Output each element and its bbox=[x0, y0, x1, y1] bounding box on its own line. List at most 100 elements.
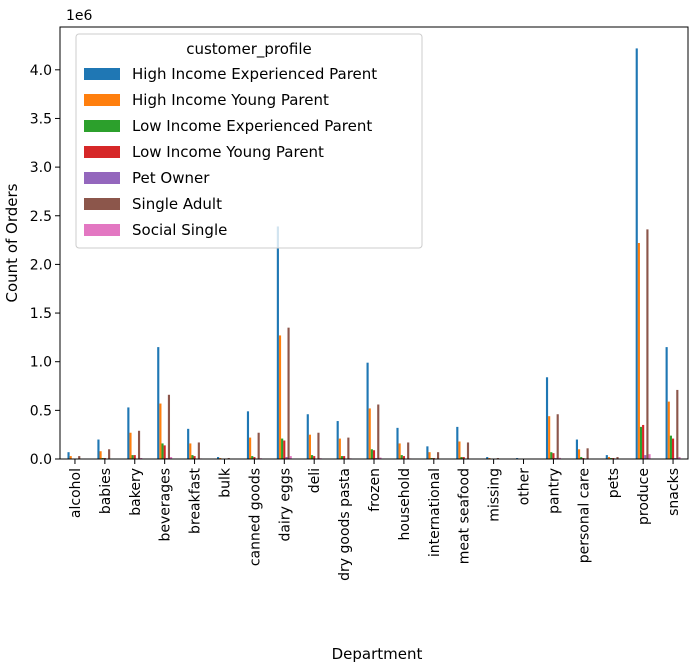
bar bbox=[108, 449, 111, 459]
plot-frame bbox=[59, 26, 689, 460]
x-axis-ticks: alcohol babies bakery beverages breakfast bul… bbox=[68, 459, 682, 581]
bar bbox=[97, 439, 100, 459]
bar bbox=[285, 457, 288, 459]
bar bbox=[276, 226, 279, 459]
legend-label: Low Income Young Parent bbox=[132, 143, 324, 161]
x-tick-label: international bbox=[427, 468, 443, 557]
bar bbox=[370, 449, 373, 459]
bar bbox=[616, 457, 619, 459]
bar bbox=[289, 456, 292, 459]
bar bbox=[407, 442, 410, 459]
x-tick-label: dry goods pasta bbox=[337, 468, 353, 581]
y-tick-label: 3.5 bbox=[30, 111, 52, 127]
bar bbox=[306, 414, 309, 459]
bar bbox=[379, 457, 382, 459]
bar bbox=[343, 456, 346, 459]
x-tick-label: missing bbox=[487, 468, 503, 522]
bar bbox=[137, 430, 141, 459]
x-tick-label: meat seafood bbox=[457, 468, 473, 564]
bar bbox=[159, 403, 162, 459]
bar bbox=[99, 451, 102, 459]
bar bbox=[605, 455, 608, 459]
bar bbox=[607, 457, 611, 459]
bar bbox=[466, 442, 470, 459]
bar bbox=[575, 439, 578, 459]
bar bbox=[678, 457, 681, 459]
x-tick-label: household bbox=[397, 468, 413, 540]
bar bbox=[548, 416, 551, 459]
bar bbox=[552, 453, 555, 459]
legend-title: customer_profile bbox=[186, 40, 312, 59]
bar bbox=[127, 407, 130, 459]
y-multiplier-label: 1e6 bbox=[66, 8, 93, 24]
bar bbox=[456, 426, 459, 459]
bar bbox=[167, 394, 171, 459]
bar bbox=[372, 450, 376, 459]
y-tick-label: 1.0 bbox=[30, 355, 52, 371]
bar bbox=[189, 443, 192, 459]
bar bbox=[462, 457, 465, 459]
x-tick-label: deli bbox=[307, 468, 323, 493]
x-tick-label: personal care bbox=[576, 468, 592, 563]
bar bbox=[78, 456, 81, 459]
bar bbox=[197, 442, 200, 459]
bar bbox=[133, 455, 136, 459]
x-tick-label: breakfast bbox=[188, 468, 204, 534]
bar bbox=[257, 432, 260, 459]
bar bbox=[550, 452, 553, 459]
legend-frame bbox=[75, 33, 423, 249]
legend-label: Low Income Experienced Parent bbox=[132, 117, 372, 135]
bar bbox=[251, 456, 254, 459]
legend-label: Pet Owner bbox=[132, 169, 210, 187]
bar bbox=[671, 438, 675, 459]
bar bbox=[586, 448, 589, 459]
bar bbox=[368, 408, 371, 459]
bar bbox=[558, 457, 561, 459]
bar bbox=[347, 437, 350, 459]
bar bbox=[669, 435, 672, 459]
bar bbox=[486, 457, 489, 459]
y-tick-label: 0.0 bbox=[30, 452, 52, 468]
bar bbox=[639, 426, 643, 459]
legend-swatch bbox=[84, 146, 120, 158]
bar bbox=[556, 414, 559, 459]
bar bbox=[217, 457, 220, 459]
bar bbox=[577, 449, 581, 459]
legend-swatch bbox=[84, 198, 120, 210]
legend-label: Social Single bbox=[132, 221, 227, 239]
bar bbox=[67, 452, 70, 459]
bar bbox=[428, 452, 431, 459]
y-tick-label: 3.0 bbox=[30, 160, 52, 176]
legend-swatch bbox=[84, 224, 120, 236]
y-axis-ticks: 0.0 0.5 1.0 1.5 2.0 2.5 3.0 3.5 4.0 bbox=[30, 63, 60, 468]
bar bbox=[458, 441, 461, 459]
legend-swatch bbox=[84, 94, 120, 106]
bar bbox=[635, 48, 638, 459]
bar bbox=[131, 455, 134, 459]
bar bbox=[163, 445, 166, 459]
x-tick-label: dairy eggs bbox=[277, 468, 293, 542]
bar bbox=[69, 456, 72, 459]
bars bbox=[67, 48, 681, 459]
bar bbox=[170, 457, 173, 459]
legend-label: High Income Young Parent bbox=[132, 91, 329, 109]
bar bbox=[313, 456, 316, 459]
bar bbox=[646, 229, 649, 459]
bar bbox=[366, 362, 369, 459]
x-tick-label: pets bbox=[606, 468, 622, 498]
bar bbox=[402, 456, 405, 459]
bar bbox=[283, 440, 286, 459]
bar bbox=[287, 327, 290, 459]
x-tick-label: alcohol bbox=[68, 468, 84, 518]
legend-label: Single Adult bbox=[132, 195, 222, 213]
bar bbox=[193, 456, 196, 459]
y-tick-label: 0.5 bbox=[30, 403, 52, 419]
bar bbox=[545, 377, 549, 459]
x-tick-label: produce bbox=[636, 468, 652, 525]
bar bbox=[665, 347, 668, 459]
bar bbox=[676, 389, 679, 459]
bar bbox=[161, 443, 164, 459]
x-tick-label: other bbox=[517, 468, 533, 506]
bar bbox=[246, 411, 250, 459]
